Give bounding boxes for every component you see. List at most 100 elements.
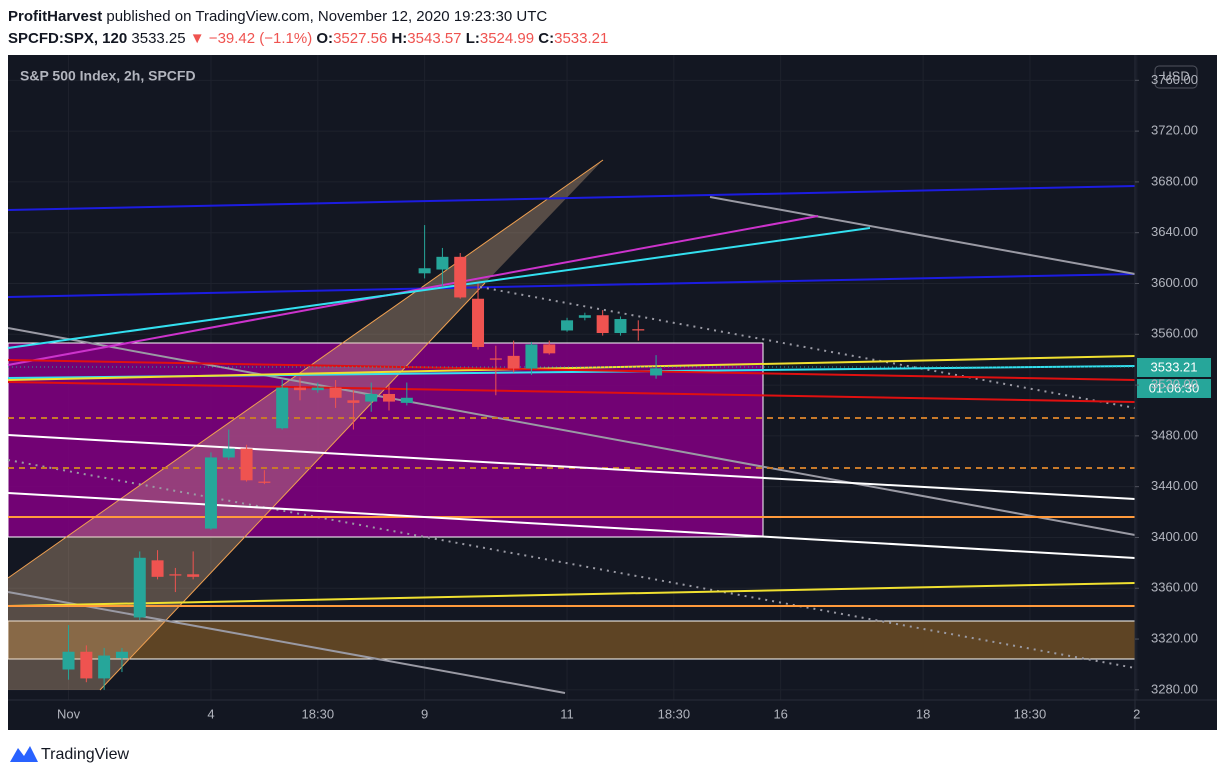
x-tick-label: 2: [1133, 706, 1140, 721]
x-tick-label: 9: [421, 706, 428, 721]
x-tick-label: 18:30: [1014, 706, 1047, 721]
trend-line: [7, 492, 1136, 559]
chart-title: S&P 500 Index, 2h, SPCFD: [20, 68, 196, 84]
published: published on TradingView.com, November 1…: [106, 8, 547, 25]
trend-line: [7, 355, 1136, 381]
countdown-tag: [1137, 379, 1211, 398]
candle-body: [204, 457, 217, 529]
channel-line: [99, 282, 486, 691]
candle-body: [578, 315, 591, 318]
candle-body: [311, 387, 324, 391]
y-tick-label: 3480.00: [1151, 427, 1198, 442]
author: ProfitHarvest: [8, 8, 102, 25]
trend-line: [7, 381, 1136, 403]
l-label: L:: [466, 30, 480, 47]
candle-body: [525, 344, 538, 369]
trend-line: [7, 591, 566, 694]
candle-body: [650, 368, 663, 376]
candle-body: [258, 481, 271, 483]
y-tick-label: 3720.00: [1151, 123, 1198, 138]
close: 3533.21: [554, 30, 608, 47]
y-tick-label: 3280.00: [1151, 681, 1198, 696]
x-tick-label: 18: [916, 706, 930, 721]
y-tick-label: 3360.00: [1151, 580, 1198, 595]
logo: TradingView: [10, 746, 129, 763]
publish-line: ProfitHarvest published on TradingView.c…: [8, 8, 547, 25]
candle-body: [347, 400, 360, 403]
y-tick-label: 3640.00: [1151, 224, 1198, 239]
trend-line: [7, 434, 1136, 500]
y-tick-label: 3440.00: [1151, 478, 1198, 493]
trend-line: [7, 359, 1136, 381]
candle-body: [222, 448, 235, 458]
symbol-line: SPCFD:SPX, 120 3533.25 ▼ −39.42 (−1.1%) …: [8, 30, 608, 47]
candle-body: [133, 557, 146, 618]
candle-body: [561, 320, 574, 331]
candle-body: [98, 655, 111, 679]
candle-body: [365, 393, 378, 402]
currency-button[interactable]: [1154, 65, 1198, 89]
trend-line: [7, 582, 1136, 607]
y-tick-label: 3600.00: [1151, 275, 1198, 290]
candle-body: [632, 329, 645, 331]
candle-body: [276, 387, 289, 429]
candle-body: [454, 256, 467, 298]
candle-body: [187, 574, 200, 577]
trend-line: [7, 215, 819, 366]
x-tick-label: 18:30: [658, 706, 691, 721]
x-tick-label: Nov: [57, 706, 81, 721]
o-label: O:: [316, 30, 333, 47]
candle-body: [80, 651, 93, 679]
brand: TradingView: [41, 746, 129, 763]
currency[interactable]: USD: [1162, 68, 1189, 83]
countdown: 01:06:30: [1149, 380, 1200, 395]
candle-body: [543, 344, 556, 354]
candle-body: [472, 298, 485, 347]
change: ▼ −39.42 (−1.1%): [190, 30, 312, 47]
y-tick-label: 3760.00: [1151, 72, 1198, 87]
candle-body: [240, 448, 253, 481]
candle-body: [418, 268, 431, 274]
zone-box: [7, 620, 1136, 660]
candle-body: [293, 387, 306, 391]
candle-body: [383, 393, 396, 402]
candle-body: [400, 397, 413, 403]
h-label: H:: [391, 30, 407, 47]
y-tick-label: 3400.00: [1151, 529, 1198, 544]
x-tick-label: 18:30: [302, 706, 335, 721]
candle-body: [489, 358, 502, 360]
candle-body: [62, 651, 75, 670]
y-tick-label: 3520.00: [1151, 377, 1198, 392]
open: 3527.56: [333, 30, 387, 47]
logo-icon: [10, 746, 38, 762]
candle-body: [596, 315, 609, 334]
trend-line: [7, 273, 1136, 298]
candle-body: [151, 560, 164, 577]
candle-body: [329, 387, 342, 398]
trend-line: [7, 185, 1136, 211]
low: 3524.99: [480, 30, 534, 47]
x-tick-label: 11: [560, 706, 574, 721]
y-tick-label: 3680.00: [1151, 173, 1198, 188]
c-label: C:: [538, 30, 554, 47]
x-tick-label: 4: [207, 706, 214, 721]
last: 3533.25: [131, 30, 185, 47]
candle-body: [436, 256, 449, 270]
x-tick-label: 16: [773, 706, 787, 721]
y-tick-label: 3560.00: [1151, 326, 1198, 341]
trend-line: [709, 196, 1136, 275]
candle-body: [507, 355, 520, 369]
high: 3543.57: [407, 30, 461, 47]
channel-line: [7, 159, 604, 579]
price-label: 3533.21: [1151, 359, 1198, 374]
price-tag: [1137, 358, 1211, 377]
zone-box: [7, 342, 764, 538]
candle-body: [115, 651, 128, 659]
symbol: SPCFD:SPX, 120: [8, 30, 127, 47]
trend-line: [7, 227, 871, 349]
candle-body: [169, 574, 182, 576]
y-tick-label: 3320.00: [1151, 630, 1198, 645]
candle-body: [614, 319, 627, 334]
